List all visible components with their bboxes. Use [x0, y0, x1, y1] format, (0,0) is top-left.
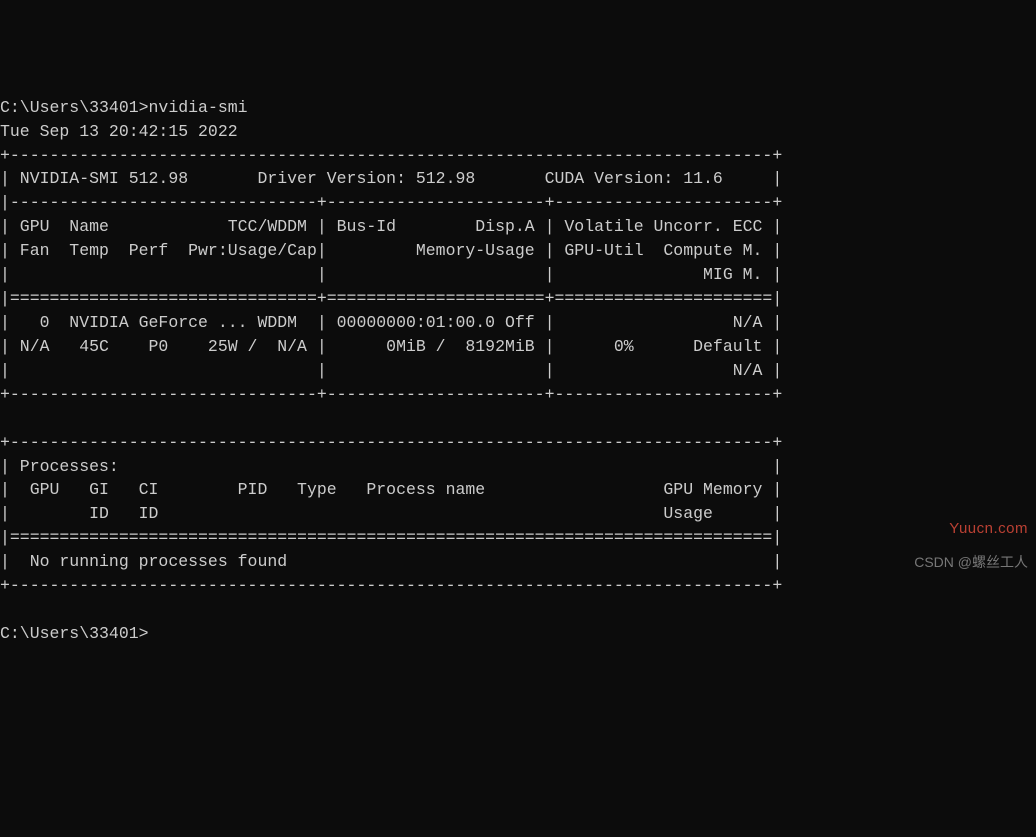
gpu-row3: | | | N/A |	[0, 361, 782, 380]
command[interactable]: nvidia-smi	[149, 98, 248, 117]
table-header-row1: | GPU Name TCC/WDDM | Bus-Id Disp.A | Vo…	[0, 217, 782, 236]
header-line: | NVIDIA-SMI 512.98 Driver Version: 512.…	[0, 169, 782, 188]
gpu-row2: | N/A 45C P0 25W / N/A | 0MiB / 8192MiB …	[0, 337, 782, 356]
prompt-path: C:\Users\33401>	[0, 98, 149, 117]
timestamp: Tue Sep 13 20:42:15 2022	[0, 122, 238, 141]
border-top: +---------------------------------------…	[0, 146, 782, 165]
border-eq3: |===============================+=======…	[0, 289, 782, 308]
processes-title: | Processes: |	[0, 457, 782, 476]
processes-none: | No running processes found |	[0, 552, 782, 571]
terminal-output: C:\Users\33401>nvidia-smi Tue Sep 13 20:…	[0, 96, 1036, 646]
gpu-row1: | 0 NVIDIA GeForce ... WDDM | 00000000:0…	[0, 313, 782, 332]
watermark-csdn: CSDN @螺丝工人	[914, 552, 1028, 572]
prompt2[interactable]: C:\Users\33401>	[0, 624, 149, 643]
border-eq: |=======================================…	[0, 528, 782, 547]
watermark-yuucn: Yuucn.com	[949, 518, 1028, 540]
processes-header1: | GPU GI CI PID Type Process name GPU Me…	[0, 480, 782, 499]
processes-header2: | ID ID Usage |	[0, 504, 782, 523]
border-bot3: +-------------------------------+-------…	[0, 385, 782, 404]
border-bot: +---------------------------------------…	[0, 576, 782, 595]
border-top2: +---------------------------------------…	[0, 433, 782, 452]
border-mid: |-------------------------------+-------…	[0, 193, 782, 212]
table-header-row3: | | | MIG M. |	[0, 265, 782, 284]
table-header-row2: | Fan Temp Perf Pwr:Usage/Cap| Memory-Us…	[0, 241, 782, 260]
